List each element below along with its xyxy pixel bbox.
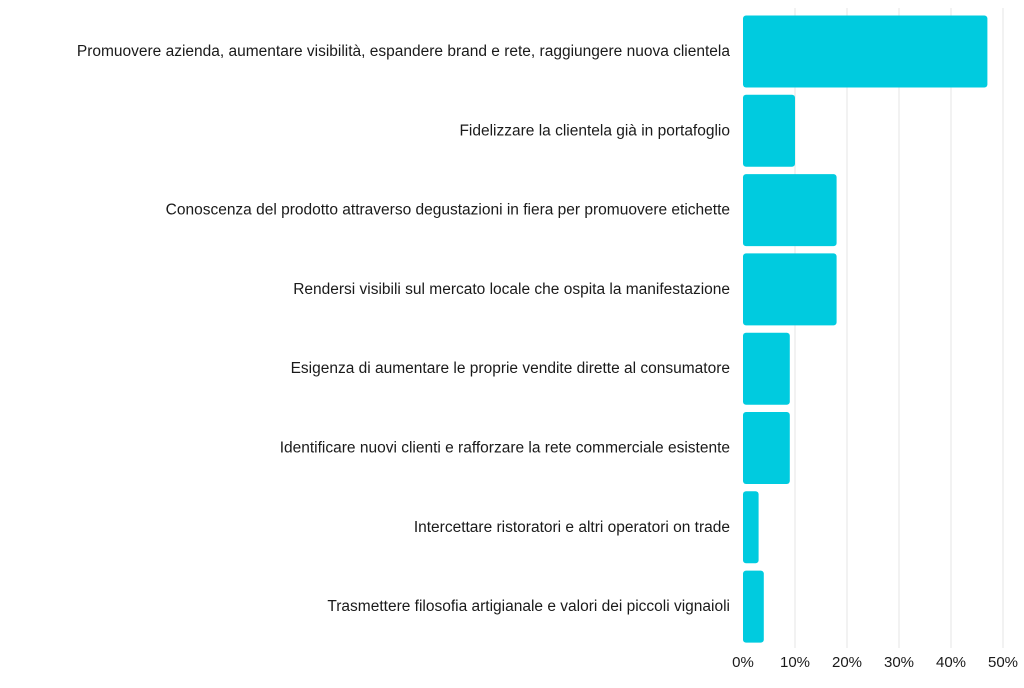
x-tick-label: 40% [936,654,966,671]
x-tick-label: 50% [988,654,1018,671]
category-label: Identificare nuovi clienti e rafforzare … [280,440,730,457]
category-label: Conoscenza del prodotto attraverso degus… [166,202,730,219]
x-axis-ticks: 0% 10% 20% 30% 40% 50% [732,654,1018,671]
category-label: Rendersi visibili sul mercato locale che… [293,281,730,298]
bar[interactable] [743,332,790,405]
x-tick-label: 30% [884,654,914,671]
x-tick-label: 10% [780,654,810,671]
bar[interactable] [743,174,837,247]
bar[interactable] [743,491,759,564]
category-labels: Promuovere azienda, aumentare visibilità… [77,43,731,615]
bar[interactable] [743,412,790,484]
category-label: Promuovere azienda, aumentare visibilità… [77,43,731,60]
x-tick-label: 20% [832,654,862,671]
gridlines [794,8,1004,648]
bar[interactable] [743,253,837,326]
x-tick-label: 0% [732,654,754,671]
bar[interactable] [743,570,764,643]
category-label: Fidelizzare la clientela già in portafog… [459,122,730,139]
bars [743,15,988,643]
category-label: Intercettare ristoratori e altri operato… [414,519,730,536]
bar[interactable] [743,94,795,167]
bar[interactable] [743,15,988,88]
category-label: Trasmettere filosofia artigianale e valo… [327,598,730,615]
category-label: Esigenza di aumentare le proprie vendite… [291,360,730,377]
